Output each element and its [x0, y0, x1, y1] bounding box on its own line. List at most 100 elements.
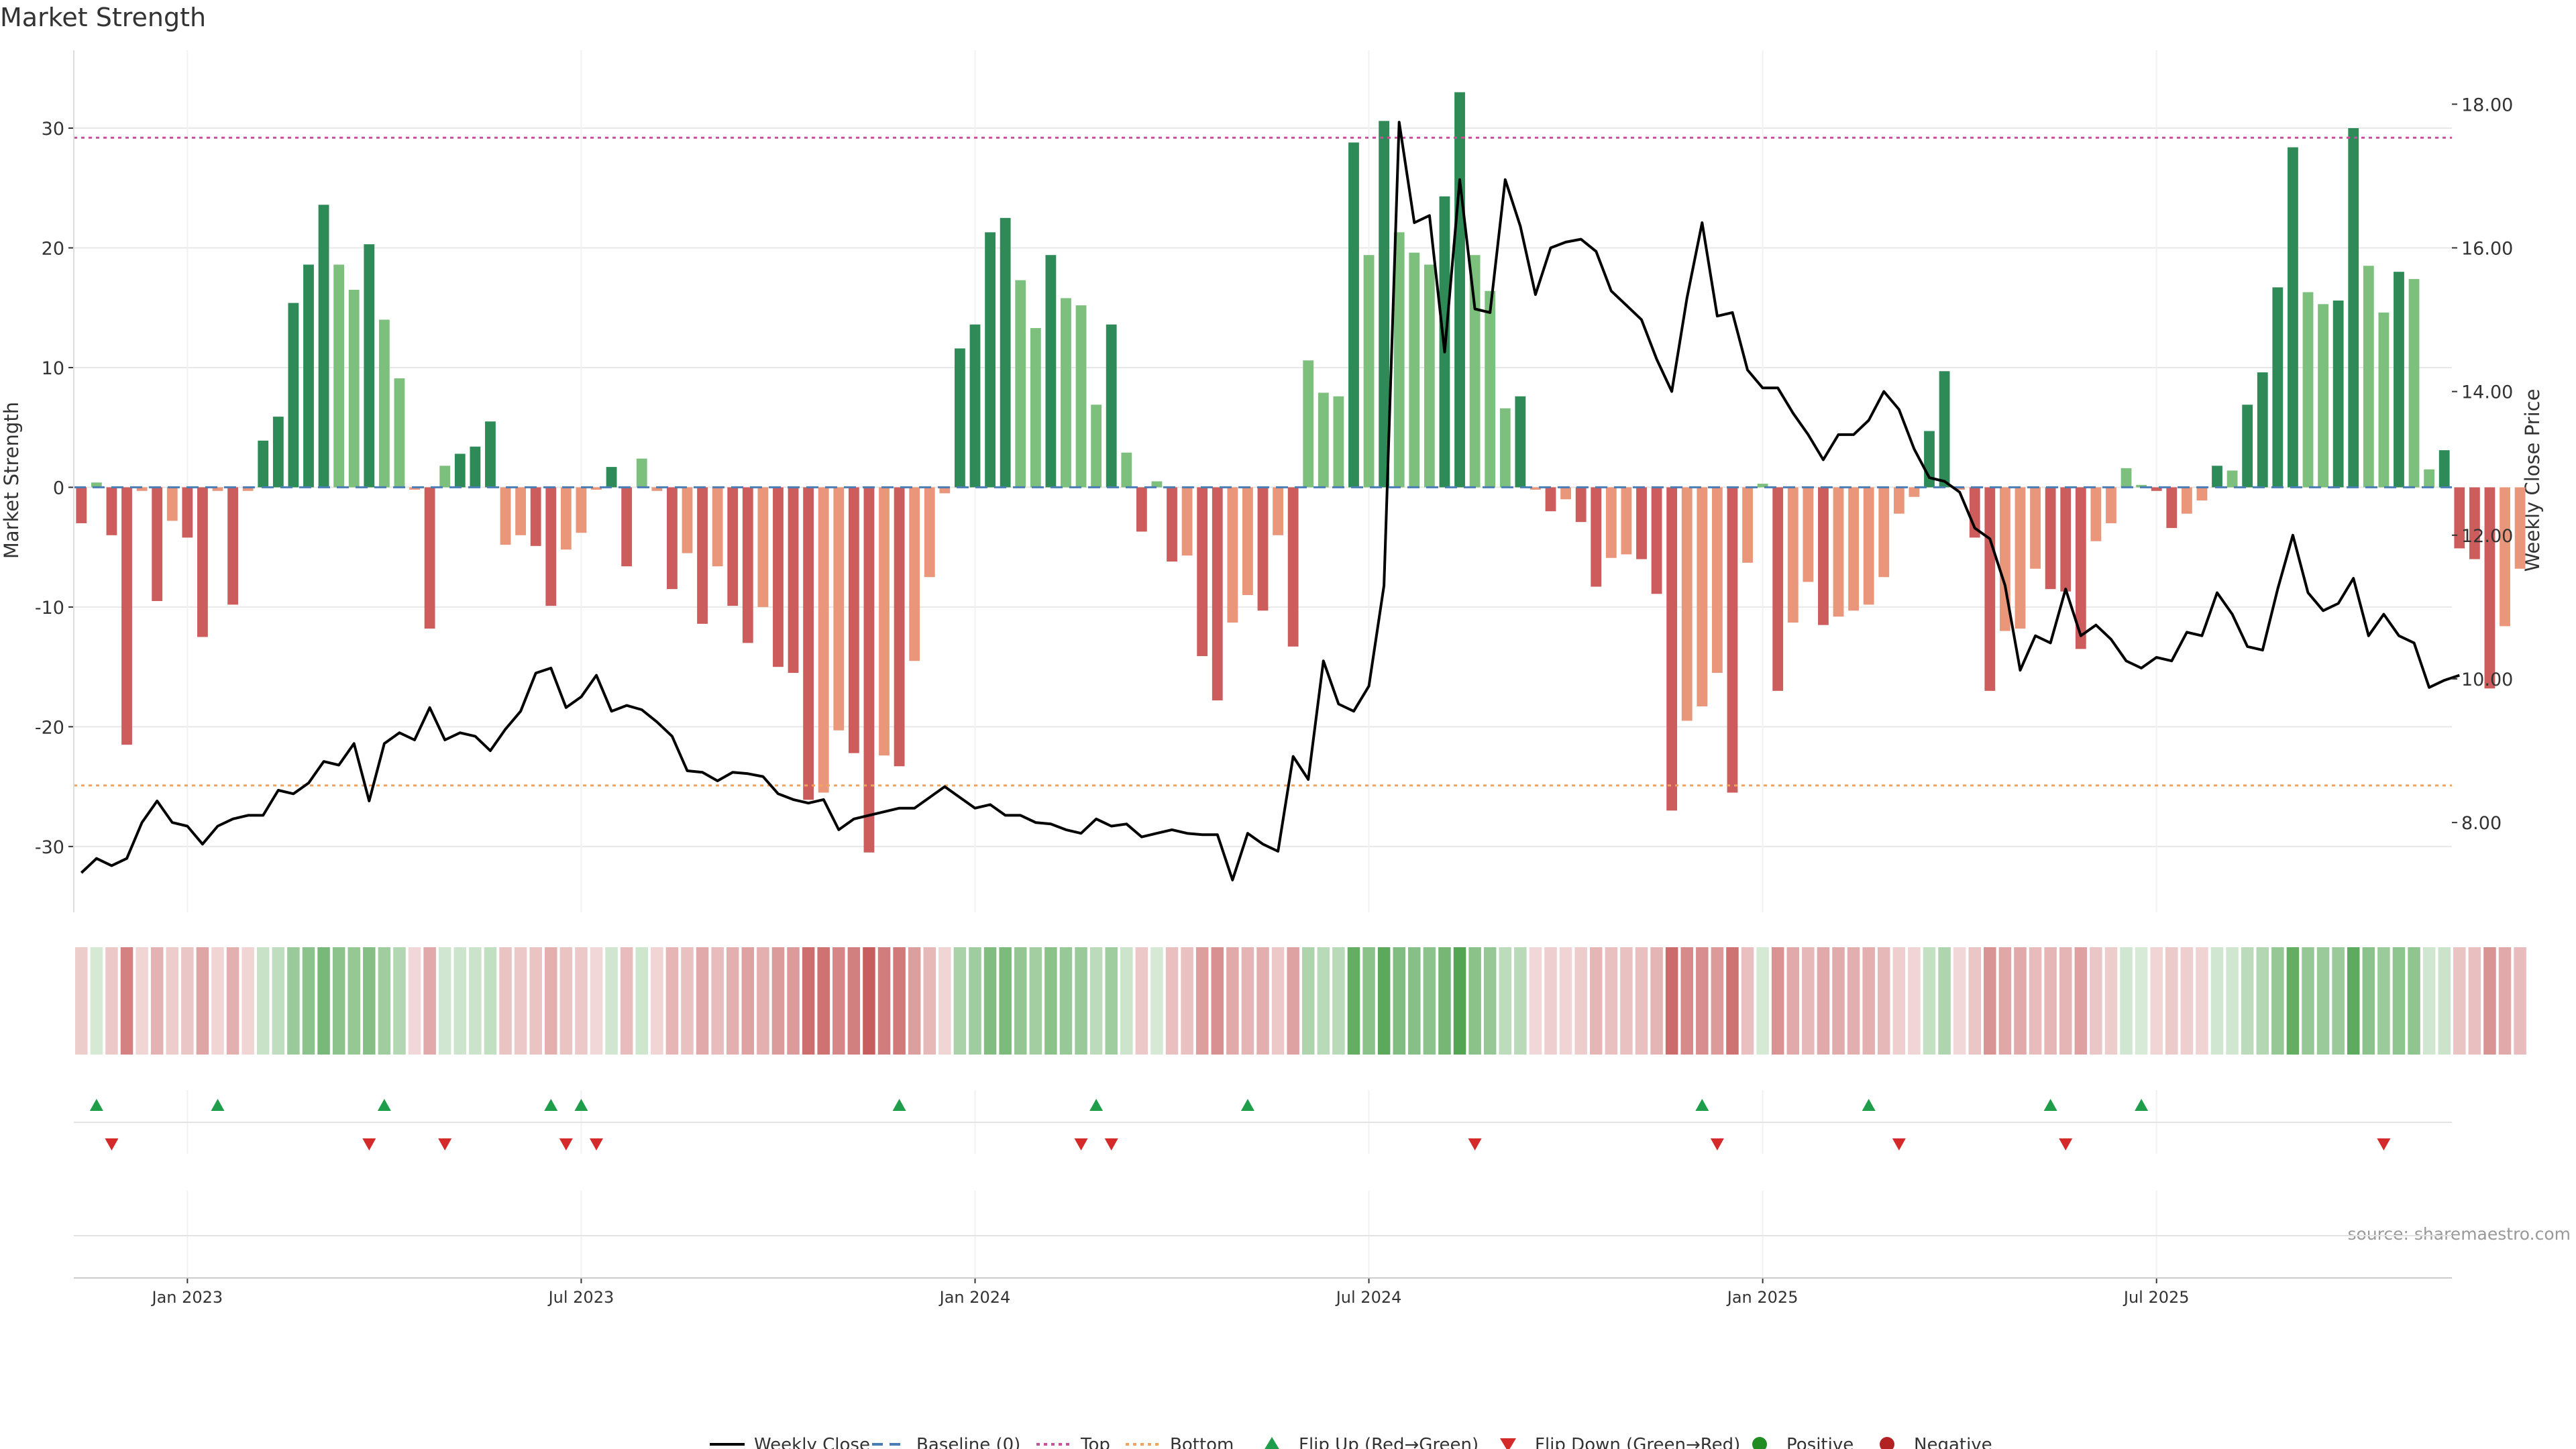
- strength-bar: [2212, 466, 2222, 488]
- heat-cell: [2256, 947, 2269, 1055]
- left-tick-label: 30: [42, 119, 64, 140]
- heat-cell: [757, 947, 769, 1055]
- strength-bar: [2106, 487, 2116, 523]
- strength-bar: [197, 487, 208, 637]
- x-tick-label: Jul 2025: [2123, 1288, 2190, 1307]
- strength-bar: [530, 487, 541, 546]
- heat-cell: [136, 947, 148, 1055]
- heat-cell: [438, 947, 451, 1055]
- strength-bar: [2181, 487, 2192, 514]
- legend-swatch-flip-up: [1265, 1437, 1279, 1449]
- strength-bar: [560, 487, 572, 550]
- strength-bar: [1348, 142, 1359, 488]
- right-tick-label: 16.00: [2461, 238, 2513, 259]
- strength-bar: [2090, 487, 2102, 541]
- strength-bar: [1242, 487, 1253, 596]
- strength-bar: [1136, 487, 1147, 532]
- strength-bar: [1075, 305, 1087, 488]
- heat-cell: [2453, 947, 2466, 1055]
- strength-bar: [848, 487, 859, 753]
- heat-cell: [347, 947, 360, 1055]
- strength-bar: [2151, 487, 2162, 491]
- flip-up-marker: [1695, 1099, 1709, 1111]
- strength-bar: [2226, 470, 2238, 488]
- heat-cell: [1680, 947, 1693, 1055]
- heat-cell: [1756, 947, 1769, 1055]
- strength-bar: [409, 487, 420, 490]
- flip-down-marker: [1104, 1138, 1118, 1150]
- heat-cell: [1438, 947, 1451, 1055]
- strength-bar: [2469, 487, 2480, 559]
- strength-bar: [91, 482, 102, 488]
- strength-bar: [470, 446, 481, 488]
- heat-cell: [1287, 947, 1299, 1055]
- heat-cell: [2514, 947, 2526, 1055]
- strength-bar: [2121, 468, 2132, 488]
- heat-cell: [393, 947, 406, 1055]
- heat-cell: [2104, 947, 2118, 1055]
- strength-bar: [2424, 469, 2435, 488]
- heat-cell: [196, 947, 209, 1055]
- heat-cell: [75, 947, 88, 1055]
- strength-bar: [636, 458, 647, 488]
- heat-cell: [211, 947, 224, 1055]
- left-axis-label: Market Strength: [0, 402, 23, 559]
- heat-cell: [696, 947, 709, 1055]
- flip-up-marker: [544, 1099, 558, 1111]
- flip-up-marker: [892, 1099, 906, 1111]
- heat-cell: [2014, 947, 2027, 1055]
- strength-bar: [1742, 487, 1753, 563]
- strength-bar: [76, 487, 87, 523]
- heat-cell: [2210, 947, 2224, 1055]
- right-tick-label: 18.00: [2461, 95, 2513, 115]
- strength-bar: [1711, 487, 1723, 674]
- strength-bar: [1333, 396, 1344, 488]
- strength-bar: [515, 487, 527, 535]
- heat-cell: [1847, 947, 1860, 1055]
- flip-down-marker: [438, 1138, 452, 1150]
- left-tick-label: 20: [42, 238, 64, 259]
- strength-bar: [2500, 487, 2510, 627]
- strength-bar: [2242, 405, 2253, 488]
- strength-bar: [742, 487, 753, 643]
- strength-bar: [2484, 487, 2496, 689]
- flip-down-marker: [362, 1138, 376, 1150]
- heat-cell: [1029, 947, 1042, 1055]
- heat-cell: [817, 947, 830, 1055]
- heat-cell: [1453, 947, 1466, 1055]
- strength-bar: [955, 348, 965, 488]
- heat-cell: [1241, 947, 1254, 1055]
- strength-bar: [651, 487, 663, 491]
- strength-bar: [333, 264, 345, 488]
- heat-cell: [2044, 947, 2057, 1055]
- strength-bar: [1681, 487, 1693, 721]
- heat-cell: [2422, 947, 2436, 1055]
- heat-cell: [605, 947, 618, 1055]
- legend: Weekly Close Baseline (0) Top Bottom Flip Up…: [710, 1435, 1992, 1449]
- strength-bar: [2166, 487, 2178, 529]
- strength-bar: [1121, 452, 1132, 488]
- strength-bar: [1318, 392, 1329, 488]
- strength-bar: [1045, 255, 1057, 488]
- heat-cell: [1953, 947, 1966, 1055]
- heat-cell: [378, 947, 391, 1055]
- flip-down-marker: [2059, 1138, 2073, 1150]
- heat-cell: [1075, 947, 1087, 1055]
- flip-down-marker: [1710, 1138, 1724, 1150]
- strength-bar: [1273, 487, 1283, 535]
- heat-cell: [1044, 947, 1057, 1055]
- heat-cell: [833, 947, 845, 1055]
- strength-bar: [2136, 484, 2147, 488]
- strength-bar: [2015, 487, 2026, 629]
- strength-bar: [1666, 487, 1678, 811]
- legend-swatch-negative: [1880, 1437, 1894, 1449]
- heat-cell: [1256, 947, 1269, 1055]
- heat-cell: [2271, 947, 2284, 1055]
- heat-cell: [484, 947, 497, 1055]
- strength-bar: [1818, 487, 1829, 625]
- legend-swatch-flip-down: [1500, 1438, 1516, 1449]
- strength-bar: [121, 487, 132, 745]
- strength-bar: [2348, 128, 2359, 488]
- flip-down-marker: [1074, 1138, 1088, 1150]
- legend-label: Flip Down (Green→Red): [1535, 1435, 1740, 1449]
